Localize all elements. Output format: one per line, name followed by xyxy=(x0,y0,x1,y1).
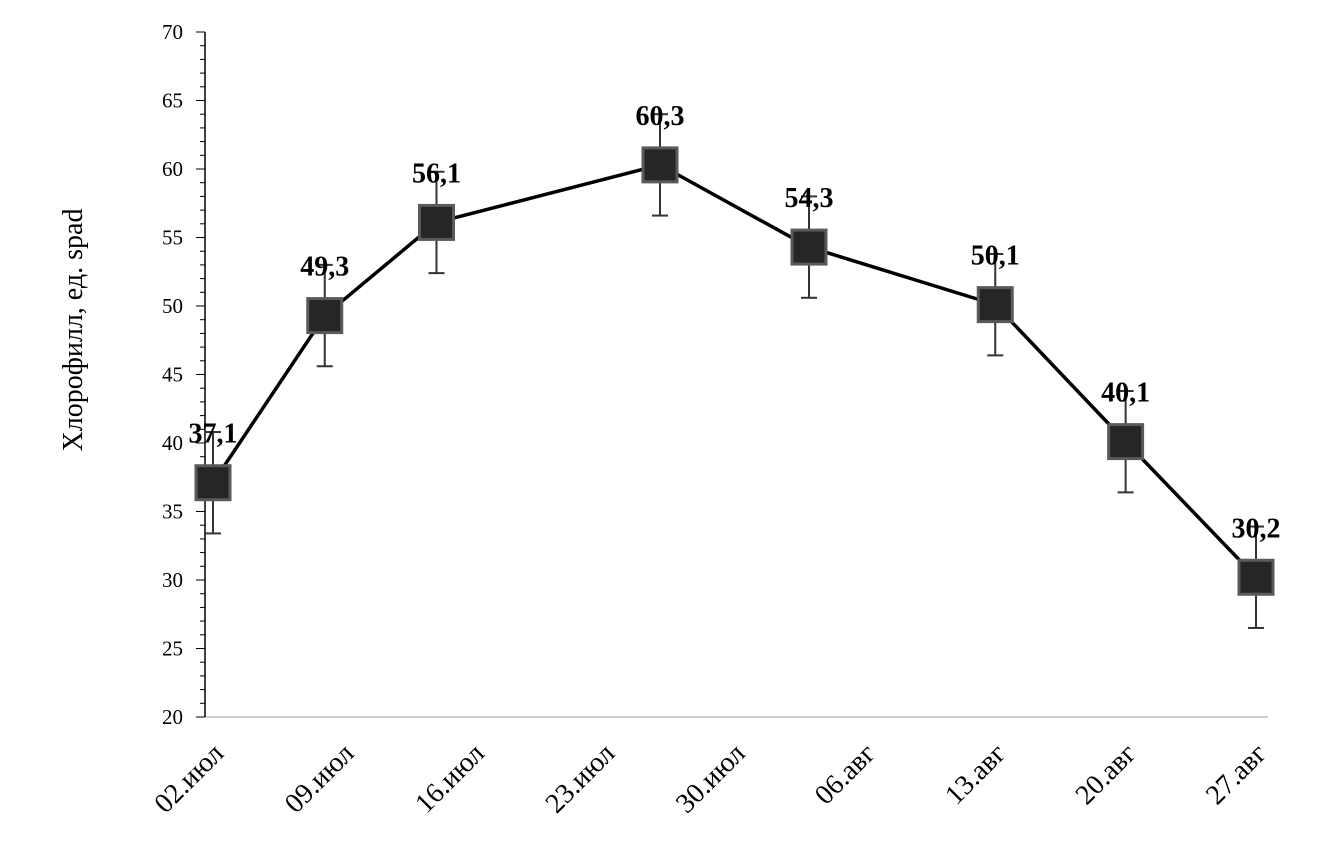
x-tick-label: 06.авг xyxy=(809,738,882,811)
y-tick-label: 45 xyxy=(162,363,183,387)
x-tick-label: 02.июл xyxy=(148,738,229,819)
y-tick-label: 70 xyxy=(162,20,183,44)
x-tick-label: 27.авг xyxy=(1200,738,1273,811)
data-point-marker xyxy=(306,297,344,335)
y-tick-label: 65 xyxy=(162,89,183,113)
x-tick-label: 13.авг xyxy=(939,738,1012,811)
y-axis-label: Хлорофилл, ед. spad xyxy=(58,209,89,452)
x-tick-label: 23.июл xyxy=(540,738,621,819)
data-label: 49,3 xyxy=(300,252,349,283)
x-tick-label: 09.июл xyxy=(279,738,360,819)
y-tick-label: 50 xyxy=(162,294,183,318)
y-tick-label: 25 xyxy=(162,637,183,661)
data-point-marker xyxy=(641,146,679,184)
data-label: 40,1 xyxy=(1101,378,1150,409)
data-label: 60,3 xyxy=(636,101,685,132)
y-tick-label: 20 xyxy=(162,705,183,729)
y-tick-label: 30 xyxy=(162,568,183,592)
y-tick-label: 55 xyxy=(162,226,183,250)
data-point-marker xyxy=(790,228,828,266)
series-line xyxy=(211,163,1258,579)
x-tick-label: 20.авг xyxy=(1070,738,1143,811)
data-point-marker xyxy=(976,286,1014,324)
x-tick-label: 30.июл xyxy=(670,738,751,819)
y-tick-label: 40 xyxy=(162,431,183,455)
data-point-marker xyxy=(194,464,232,502)
data-point-marker xyxy=(1107,423,1145,461)
y-tick-label: 60 xyxy=(162,157,183,181)
data-label: 56,1 xyxy=(412,158,461,189)
x-tick-label: 16.июл xyxy=(409,738,490,819)
data-point-marker xyxy=(1237,558,1275,596)
data-label: 30,2 xyxy=(1232,513,1281,544)
data-label: 54,3 xyxy=(785,183,834,214)
data-point-marker xyxy=(418,203,455,241)
data-label: 50,1 xyxy=(971,241,1020,272)
data-label: 37,1 xyxy=(189,419,238,450)
y-tick-label: 35 xyxy=(162,500,183,524)
